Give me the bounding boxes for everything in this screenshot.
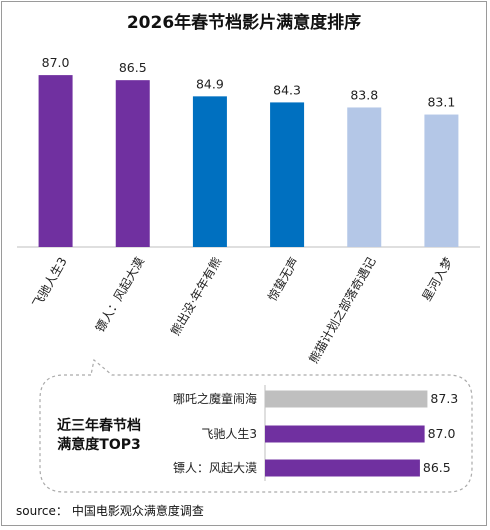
top3-bar-1 bbox=[265, 390, 428, 408]
top3-bar-3 bbox=[265, 459, 420, 477]
x-tick-label: 惊蛰无声 bbox=[264, 254, 301, 303]
bar-value-label: 87.0 bbox=[42, 55, 70, 70]
bar-4 bbox=[270, 102, 305, 248]
top3-value-label: 87.3 bbox=[430, 391, 458, 406]
top3-value-label: 86.5 bbox=[423, 460, 451, 475]
source-prefix: source： bbox=[16, 504, 68, 518]
bar-value-label: 84.9 bbox=[196, 76, 224, 91]
bar-value-label: 86.5 bbox=[119, 60, 147, 75]
x-tick-label: 熊出没·年年有熊 bbox=[167, 254, 224, 338]
callout-title-line-1: 近三年春节档 bbox=[57, 417, 141, 434]
top3-category-label: 哪吒之魔童闹海 bbox=[173, 391, 257, 406]
callout-title-line-2: 满意度TOP3 bbox=[57, 436, 140, 453]
x-tick-label: 镖人：风起大漠 bbox=[92, 254, 147, 334]
x-tick-label: 星河入梦 bbox=[420, 255, 456, 304]
source-note: source： 中国电影观众满意度调查 bbox=[16, 502, 204, 519]
x-tick-label: 飞驰人生3 bbox=[30, 255, 70, 310]
bar-5 bbox=[347, 107, 382, 247]
bar-2 bbox=[115, 80, 150, 248]
bar-value-label: 84.3 bbox=[273, 82, 301, 97]
bar-1 bbox=[38, 75, 73, 247]
source-text: 中国电影观众满意度调查 bbox=[71, 504, 204, 518]
callout-dashed-border bbox=[39, 358, 473, 493]
bar-6 bbox=[424, 114, 459, 248]
x-tick-label: 熊猫计划之部落奇遇记 bbox=[305, 254, 378, 365]
bar-3 bbox=[192, 96, 227, 247]
bar-value-label: 83.1 bbox=[427, 95, 455, 110]
main-bar-chart: 87.0 飞驰人生3 86.5 镖人：风起大漠 84.9 熊出没·年年有熊 84.3 惊蛰无声… bbox=[17, 55, 480, 366]
top3-category-label: 飞驰人生3 bbox=[201, 427, 257, 441]
top3-value-label: 87.0 bbox=[428, 426, 456, 441]
bar-value-label: 83.8 bbox=[350, 87, 378, 102]
chart-title: 2026年春节档影片满意度排序 bbox=[126, 13, 362, 33]
top3-category-label: 镖人：风起大漠 bbox=[173, 460, 257, 475]
top3-bar-2 bbox=[265, 425, 425, 443]
